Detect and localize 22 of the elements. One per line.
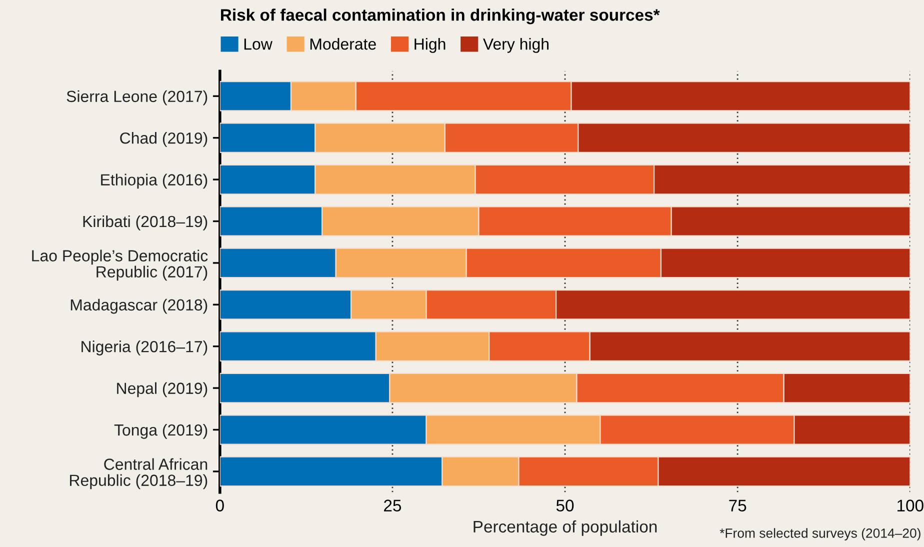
y-tick-label: Kiribati (2018–19) [83, 215, 208, 230]
y-tick-label: Ethiopia (2016) [101, 174, 208, 189]
x-axis-title: Percentage of population [474, 520, 657, 536]
y-tick-label: Nigeria (2016–17) [82, 340, 208, 356]
legend-label: High [414, 38, 446, 53]
x-tick-label: 50 [556, 500, 574, 512]
y-tick-label: Sierra Leone (2017) [66, 90, 208, 106]
y-tick-label: Tonga (2019) [114, 424, 208, 439]
chart-title: Risk of faecal contamination in drinking-water sources* [221, 8, 660, 24]
y-tick-label: Lao People’s Democratic Republic (2017) [32, 250, 208, 281]
legend-label: Very high [483, 38, 549, 53]
y-tick-label: Nepal (2019) [117, 382, 208, 398]
y-tick-label: Central African Republic (2018–19) [70, 458, 208, 490]
x-tick-label: 100 [898, 500, 924, 512]
text: *From selected surveys (2014–20) [720, 528, 920, 540]
legend-label: Moderate [310, 38, 376, 50]
y-tick-label: Chad (2019) [120, 132, 208, 147]
x-tick-label: 25 [384, 500, 402, 512]
y-tick-label: Madagascar (2018) [70, 298, 208, 314]
x-tick-label: 0 [216, 500, 224, 512]
x-tick-label: 75 [729, 500, 746, 512]
legend-label: Low [244, 38, 272, 50]
